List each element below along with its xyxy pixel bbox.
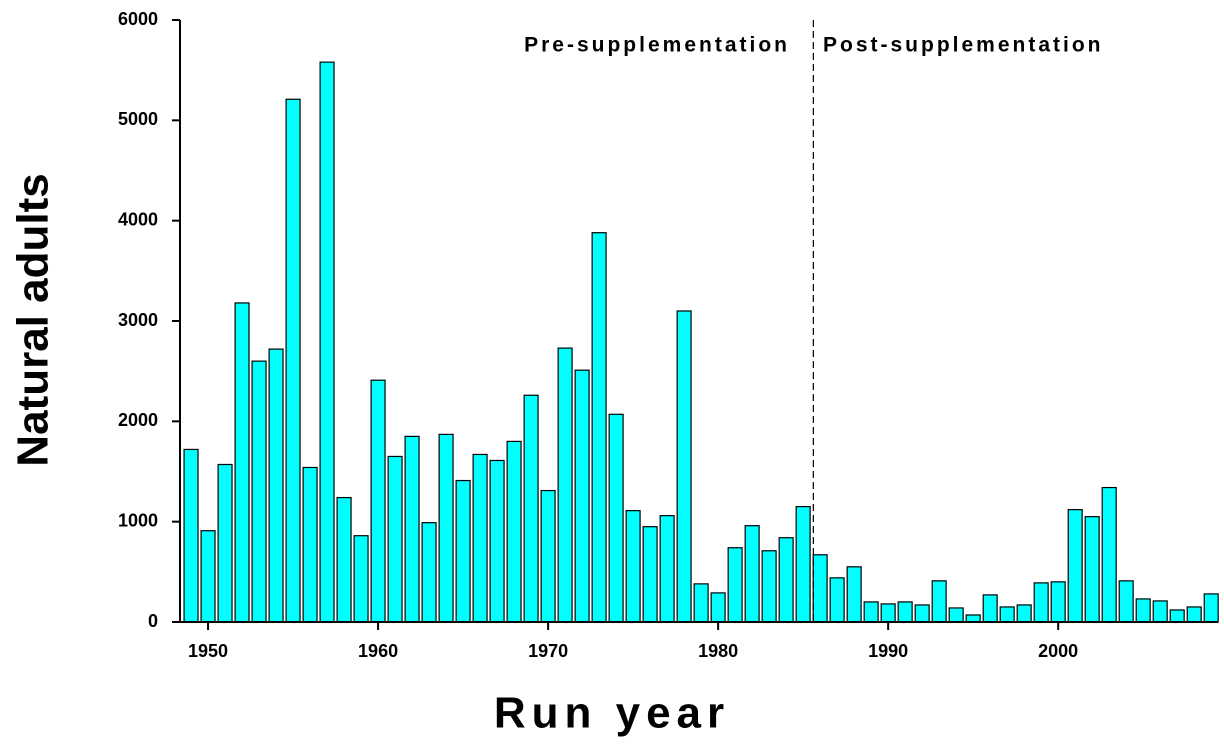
bar xyxy=(472,453,488,623)
bar xyxy=(251,360,267,623)
bar xyxy=(353,535,369,623)
x-tick-label: 2000 xyxy=(1038,641,1078,661)
x-tick-label: 1990 xyxy=(868,641,908,661)
bar xyxy=(591,232,607,623)
bar xyxy=(438,433,454,623)
bar xyxy=(744,525,760,623)
bar xyxy=(404,435,420,623)
bar xyxy=(1050,581,1066,623)
bar xyxy=(693,583,709,623)
bar xyxy=(387,455,403,623)
bar xyxy=(761,550,777,623)
bar xyxy=(795,506,811,623)
bar xyxy=(540,489,556,623)
bar xyxy=(1016,604,1032,623)
y-axis-label: Natural adults xyxy=(9,173,58,466)
x-tick-label: 1970 xyxy=(528,641,568,661)
bar xyxy=(370,379,386,623)
bar xyxy=(234,302,250,623)
bar xyxy=(268,348,284,623)
bar xyxy=(965,614,981,623)
bar xyxy=(1169,609,1185,623)
y-tick-label: 6000 xyxy=(118,9,158,29)
bar xyxy=(557,347,573,623)
bar xyxy=(200,530,216,623)
y-tick-label: 3000 xyxy=(118,310,158,330)
x-axis-label: Run year xyxy=(494,689,730,738)
bar xyxy=(1033,582,1049,623)
bar xyxy=(455,479,471,623)
x-tick-label: 1960 xyxy=(358,641,398,661)
bar xyxy=(1186,606,1202,623)
bar xyxy=(948,607,964,623)
bar xyxy=(574,369,590,623)
bar xyxy=(1118,580,1134,623)
annotation: Post-supplementation xyxy=(823,34,1104,57)
bar xyxy=(880,603,896,623)
bar xyxy=(285,98,301,623)
bar xyxy=(506,440,522,623)
annotation: Pre-supplementation xyxy=(524,34,790,57)
bar xyxy=(217,463,233,623)
bar xyxy=(1135,598,1151,623)
bar xyxy=(1203,593,1219,623)
bar xyxy=(812,554,828,623)
bar xyxy=(489,459,505,623)
bar xyxy=(421,522,437,623)
bar xyxy=(710,592,726,623)
bar xyxy=(642,526,658,623)
y-tick-label: 1000 xyxy=(118,510,158,530)
bar xyxy=(319,61,335,623)
bar xyxy=(302,466,318,623)
y-tick-label: 2000 xyxy=(118,410,158,430)
x-tick-label: 1950 xyxy=(188,641,228,661)
bar xyxy=(982,594,998,623)
bar xyxy=(863,601,879,623)
y-tick-label: 0 xyxy=(148,611,158,631)
bar xyxy=(1152,600,1168,623)
bar xyxy=(931,580,947,623)
bar xyxy=(897,601,913,623)
bar xyxy=(183,448,199,623)
bar xyxy=(846,566,862,623)
bar xyxy=(1067,509,1083,623)
bar xyxy=(914,604,930,623)
x-tick-label: 1980 xyxy=(698,641,738,661)
bar xyxy=(625,510,641,623)
bar xyxy=(523,394,539,623)
bar xyxy=(676,310,692,623)
bar xyxy=(608,413,624,623)
bar xyxy=(727,547,743,623)
bar xyxy=(999,606,1015,623)
bar xyxy=(1101,486,1117,623)
bar xyxy=(778,537,794,623)
bar xyxy=(1084,516,1100,623)
bar xyxy=(659,515,675,623)
bar xyxy=(336,496,352,623)
y-tick-label: 4000 xyxy=(118,209,158,229)
y-tick-label: 5000 xyxy=(118,109,158,129)
bar xyxy=(829,577,845,623)
